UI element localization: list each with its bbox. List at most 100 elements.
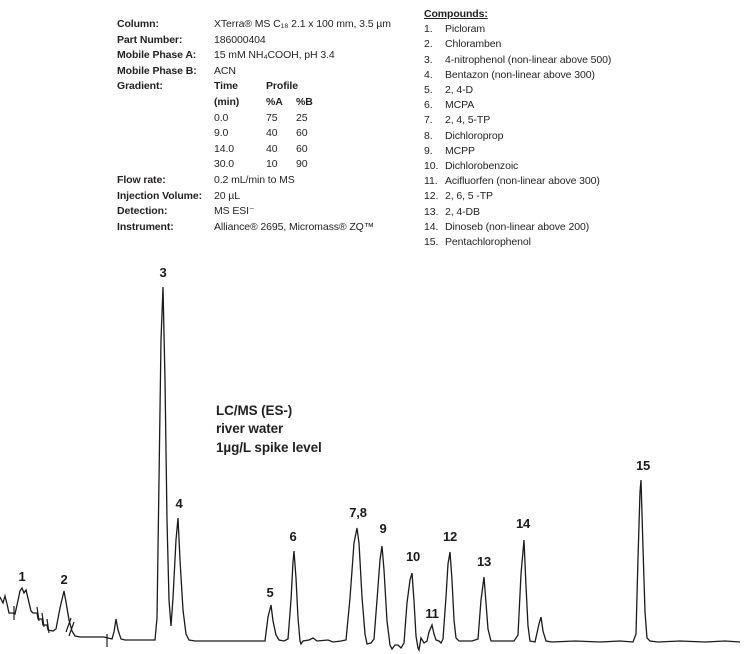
peak-label-15: 15 [636, 458, 650, 473]
annotation-line-1: LC/MS (ES-) [216, 403, 293, 418]
trace-break-mark [46, 618, 50, 634]
compound-name: Dinoseb (non-linear above 200) [445, 220, 590, 233]
gradient-time: 9.0 [214, 127, 229, 140]
compounds-heading: Compounds: [424, 8, 488, 20]
compound-number: 12. [424, 190, 439, 203]
compound-item: 15. Pentachlorophenol [424, 235, 744, 250]
compound-number: 4. [424, 68, 433, 81]
gradient-time: 0.0 [214, 111, 229, 124]
method-label: Injection Volume: [117, 189, 203, 202]
peak-label-5: 5 [266, 585, 273, 600]
method-row: Part Number: 186000404 [117, 33, 417, 49]
compound-number: 5. [424, 84, 433, 97]
compound-name: 2, 4, 5-TP [445, 114, 491, 127]
compound-item: 8. Dichloroprop [424, 129, 744, 144]
gradient-header-row: Gradient: Time Profile [117, 79, 417, 95]
compound-number: 7. [424, 114, 433, 127]
gradient-pct-a: 40 [266, 127, 278, 140]
peak-label-7-8: 7,8 [349, 505, 366, 520]
compound-item: 7. 2, 4, 5-TP [424, 113, 744, 128]
method-label: Mobile Phase A: [117, 49, 197, 62]
gradient-pct-a: 40 [266, 142, 278, 155]
peak-label-3: 3 [159, 265, 166, 280]
compound-number: 6. [424, 99, 433, 112]
gradient-data-row: 0.0 75 25 [117, 111, 417, 127]
compound-number: 10. [424, 160, 439, 173]
compound-name: MCPA [445, 99, 475, 112]
method-value: 0.2 mL/min to MS [214, 173, 295, 186]
compound-number: 2. [424, 38, 433, 51]
chromatogram-trace-line [0, 286, 741, 653]
gradient-profile-header: Profile [266, 80, 298, 93]
gradient-subheader-row: (min) %A %B [117, 95, 417, 111]
trace-break-mark [36, 606, 40, 622]
gradient-pct-a: 10 [266, 158, 278, 171]
peak-label-12: 12 [443, 529, 457, 544]
method-label: Column: [117, 18, 159, 30]
trace-break-mark [68, 621, 75, 637]
compound-item: 2. Chloramben [424, 37, 744, 52]
compound-name: MCPP [445, 144, 475, 157]
method-value: 186000404 [214, 33, 266, 46]
method-row: Column: XTerra® MS C₁₈ 2.1 x 100 mm, 3.5… [117, 17, 417, 33]
compound-item: 11. Acifluorfen (non-linear above 300) [424, 174, 744, 189]
compound-item: 12. 2, 6, 5 -TP [424, 189, 744, 204]
compound-number: 8. [424, 129, 433, 142]
compound-item: 4. Bentazon (non-linear above 300) [424, 68, 744, 83]
gradient-data-row: 30.0 10 90 [117, 157, 417, 173]
compound-item: 3. 4-nitrophenol (non-linear above 500) [424, 53, 744, 68]
peak-label-14: 14 [516, 516, 531, 531]
gradient-time: 30.0 [214, 158, 235, 171]
compound-number: 11. [424, 175, 438, 188]
method-row: Injection Volume: 20 µL [117, 189, 417, 205]
gradient-header: Time Profile [214, 79, 298, 95]
compound-name: 2, 4-D [445, 84, 473, 97]
peak-label-10: 10 [406, 549, 420, 564]
peak-label-13: 13 [477, 554, 491, 569]
compound-number: 3. [424, 53, 433, 66]
compound-name: Bentazon (non-linear above 300) [445, 68, 595, 81]
compound-name: Dichloroprop [445, 129, 504, 142]
method-value: ACN [214, 64, 236, 77]
method-value: 20 µL [214, 189, 240, 202]
compound-number: 14. [424, 220, 439, 233]
compound-name: Picloram [445, 23, 486, 36]
method-value: XTerra® MS C₁₈ 2.1 x 100 mm, 3.5 µm [214, 18, 391, 30]
gradient-data-row: 14.0 40 60 [117, 142, 417, 158]
method-value: 15 mM NH₄COOH, pH 3.4 [214, 49, 335, 62]
compound-number: 13. [424, 205, 439, 218]
compound-number: 9. [424, 144, 433, 157]
peak-label-2: 2 [60, 572, 67, 587]
method-label: Mobile Phase B: [117, 64, 197, 77]
trace-break-mark [65, 617, 72, 633]
peak-label-6: 6 [289, 529, 296, 544]
trace-break-marks [13, 606, 108, 647]
gradient-pct-a: 75 [266, 111, 278, 124]
peak-label-11: 11 [425, 606, 438, 621]
method-value: MS ESI⁻ [214, 205, 255, 218]
compound-name: Dichlorobenzoic [445, 160, 519, 173]
method-conditions-table: Column: XTerra® MS C₁₈ 2.1 x 100 mm, 3.5… [117, 17, 417, 235]
compound-item: 1. Picloram [424, 22, 744, 37]
compound-name: Acifluorfen (non-linear above 300) [445, 175, 600, 188]
method-label: Flow rate: [117, 173, 166, 186]
method-row: Instrument: Alliance® 2695, Micromass® Z… [117, 220, 417, 236]
method-row: Detection: MS ESI⁻ [117, 204, 417, 220]
compound-item: 9. MCPP [424, 144, 744, 159]
gradient-pct-b: 25 [296, 111, 308, 124]
method-row: Mobile Phase A: 15 mM NH₄COOH, pH 3.4 [117, 48, 417, 64]
method-label: Part Number: [117, 33, 183, 46]
compound-name: 2, 6, 5 -TP [445, 190, 493, 203]
compound-item: 5. 2, 4-D [424, 83, 744, 98]
method-label: Gradient: [117, 80, 163, 93]
compounds-legend: Compounds: 1. Picloram 2. Chloramben 3. 4-n… [424, 7, 744, 250]
gradient-time-header: Time [214, 80, 238, 93]
annotation-line-3: 1µg/L spike level [216, 439, 322, 455]
compound-item: 10. Dichlorobenzoic [424, 159, 744, 174]
peak-label-9: 9 [379, 521, 386, 536]
compound-name: 2, 4-DB [445, 205, 480, 218]
method-row: Flow rate: 0.2 mL/min to MS [117, 173, 417, 189]
